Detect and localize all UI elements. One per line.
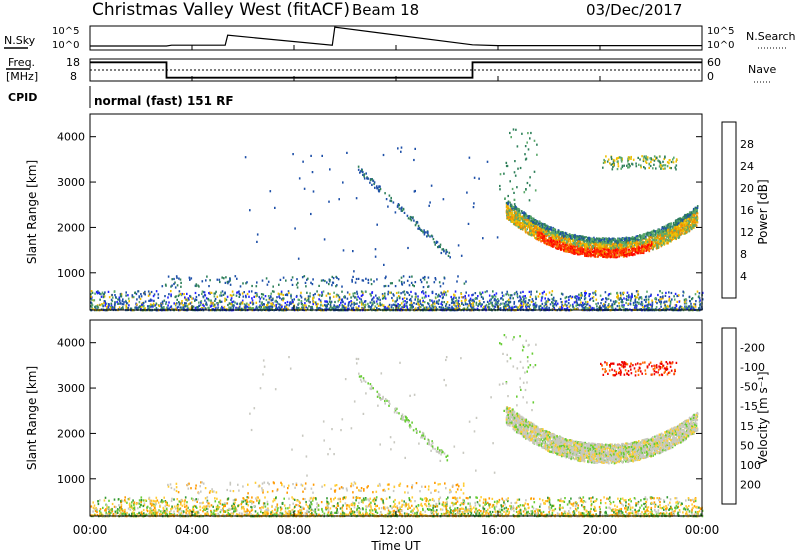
power-colorbar-label: Power [dB] <box>756 179 770 244</box>
cpid-text: normal (fast) 151 RF <box>94 94 234 108</box>
colorbar-tick-label: -50 <box>740 381 758 394</box>
colorbar-tick-label: -200 <box>740 342 765 355</box>
colorbar-tick-label: -100 <box>740 361 765 374</box>
time-x-ticks: 00:00 04:00 08:00 12:00 16:00 20:00 00:00 <box>73 45 720 537</box>
x-tick-label: 12:00 <box>379 523 414 537</box>
colorbar-tick-label: 24 <box>740 160 754 173</box>
cpid-label: CPID <box>8 91 37 104</box>
nave-label: Nave <box>748 63 776 76</box>
colorbar-tick-label: 20 <box>740 182 754 195</box>
colorbar-tick-label: 28 <box>740 138 754 151</box>
noise-right-bottom: 10^0 <box>707 40 734 51</box>
y-tick-label: 2000 <box>57 427 85 440</box>
beam-label: Beam 18 <box>352 1 419 19</box>
x-tick-label: 20:00 <box>583 523 618 537</box>
mhz-label: [MHz] <box>6 70 38 83</box>
nsky-label: N.Sky <box>4 34 36 47</box>
y-tick-label: 1000 <box>57 473 85 486</box>
colorbar-tick-label: 4 <box>740 270 747 283</box>
colorbar-tick-label: 50 <box>740 439 754 452</box>
time-xlabel: Time UT <box>370 539 421 553</box>
power-heatmap <box>90 128 704 312</box>
y-tick-label: 3000 <box>57 176 85 189</box>
colorbar-tick-label: -15 <box>740 400 758 413</box>
x-tick-label: 00:00 <box>73 523 108 537</box>
colorbar-tick-label: 200 <box>740 478 761 491</box>
x-tick-label: 04:00 <box>175 523 210 537</box>
noise-left-bottom: 10^0 <box>52 40 79 51</box>
noise-left-top: 10^5 <box>52 26 79 37</box>
nave-bottom-tick: 0 <box>707 70 714 83</box>
noise-sky-series <box>90 26 702 47</box>
figure-title: Christmas Valley West (fitACF) <box>92 0 350 20</box>
nave-top-tick: 60 <box>707 56 721 69</box>
x-tick-label: 00:00 <box>685 523 720 537</box>
colorbar-tick-label: 100 <box>740 459 761 472</box>
x-tick-label: 16:00 <box>481 523 516 537</box>
x-tick-label: 08:00 <box>277 523 312 537</box>
velocity-colorbar-label: Velocity [m s⁻¹] <box>756 371 770 464</box>
power-ylabel: Slant Range [km] <box>25 160 39 264</box>
velocity-colorbar: 200 100 50 15 -15 -50 -100 -200 <box>721 327 765 505</box>
y-tick-label: 4000 <box>57 337 85 350</box>
colorbar-frame <box>721 327 737 505</box>
y-tick-label: 3000 <box>57 382 85 395</box>
y-tick-label: 4000 <box>57 131 85 144</box>
colorbar-tick-label: 15 <box>740 420 754 433</box>
nsearch-label: N.Search <box>746 30 796 43</box>
freq-top-tick: 18 <box>66 56 80 69</box>
colorbar-tick-label: 8 <box>740 248 747 261</box>
frequency-series <box>90 61 702 79</box>
date-label: 03/Dec/2017 <box>586 1 682 19</box>
velocity-panel <box>89 319 703 517</box>
power-y-ticks: 1000 2000 3000 4000 <box>57 131 702 280</box>
y-tick-label: 2000 <box>57 221 85 234</box>
velocity-ylabel: Slant Range [km] <box>25 366 39 470</box>
velocity-heatmap <box>90 334 704 518</box>
y-tick-label: 1000 <box>57 267 85 280</box>
freq-label: Freq. <box>8 56 35 69</box>
power-colorbar: 4 8 12 16 20 24 28 <box>721 121 754 299</box>
noise-right-top: 10^5 <box>707 26 734 37</box>
colorbar-frame <box>721 121 737 299</box>
velocity-y-ticks: 1000 2000 3000 4000 <box>57 337 702 486</box>
colorbar-tick-label: 16 <box>740 204 754 217</box>
freq-bottom-tick: 8 <box>70 70 77 83</box>
colorbar-tick-label: 12 <box>740 226 754 239</box>
